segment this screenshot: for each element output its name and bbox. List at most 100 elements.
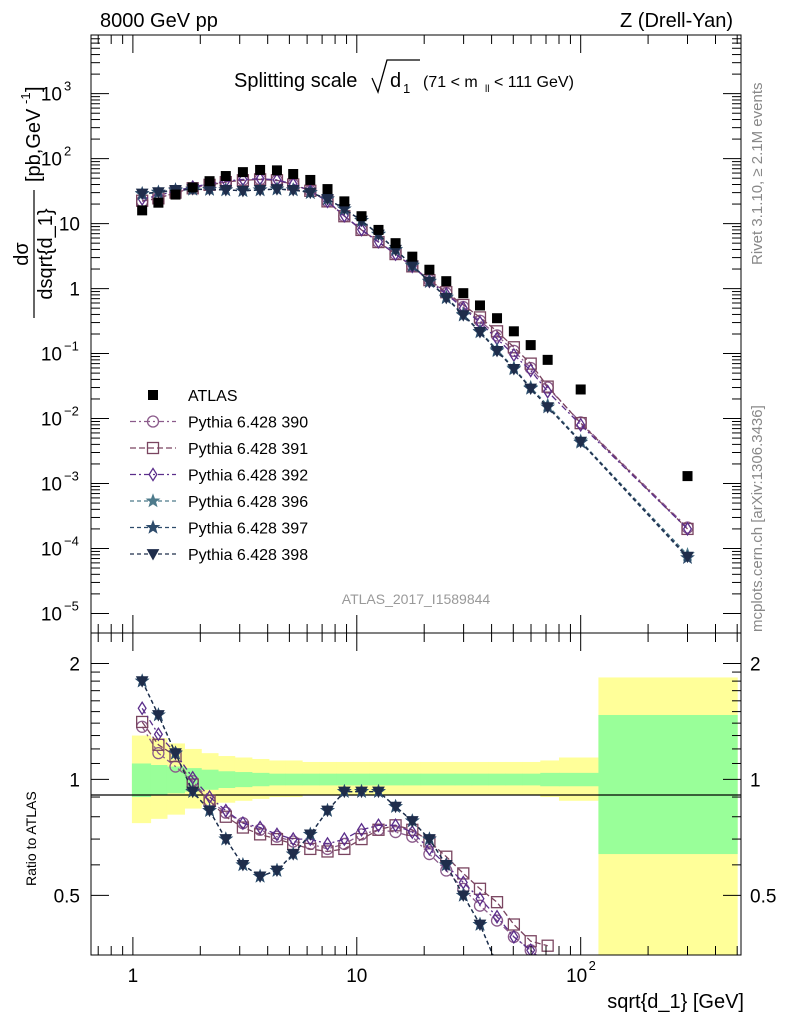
ratio-series-point (322, 836, 333, 852)
ratio-y-tick-label: 2 (69, 654, 80, 675)
ratio-series-point (286, 849, 300, 861)
atlas-data-point (441, 276, 452, 287)
ratio-series-line (141, 680, 494, 955)
ratio-series-point (186, 786, 200, 799)
ratio-series-point (355, 832, 368, 846)
stat-uncertainty-band (201, 769, 219, 790)
x-tick-label: 1 (128, 966, 139, 987)
ratio-series-point (492, 909, 502, 924)
ylabel-den: dsqrt{d_1} (35, 208, 57, 300)
analysis-id: ATLAS_2017_I1589844 (342, 591, 491, 607)
atlas-data-point (237, 167, 248, 178)
atlas-data-point (407, 251, 418, 262)
ratio-series-point (303, 829, 317, 841)
stat-uncertainty-band (268, 773, 286, 786)
ratio-series-point (509, 929, 519, 945)
legend-marker (145, 519, 161, 534)
ratio-series-line (141, 721, 548, 947)
atlas-data-point (542, 354, 553, 365)
plot-title: Splitting scale d 1 (71 < m ll < 111 GeV… (234, 59, 574, 96)
atlas-data-point (204, 176, 215, 187)
ratio-series-layer (134, 673, 554, 955)
ratio-series-point (321, 845, 334, 858)
atlas-data-point (255, 164, 266, 175)
main-y-tick-label: 10 (59, 215, 80, 236)
ratio-y-tick-label-right: 2 (750, 654, 761, 675)
main-series-point (135, 188, 149, 201)
atlas-data-point (508, 326, 519, 337)
main-series-point (526, 363, 536, 378)
main-series-point (490, 345, 504, 358)
stat-uncertainty-band (558, 772, 599, 787)
stat-uncertainty-band (386, 773, 405, 786)
ratio-series-point (153, 726, 164, 742)
ratio-series-point (135, 676, 149, 688)
main-y-tick-label: 10 (41, 604, 62, 625)
ratio-series-point (473, 899, 487, 912)
main-series-point (507, 364, 521, 376)
ratio-series-point (390, 818, 401, 833)
ratio-series-point (270, 865, 284, 878)
ratio-y-tick-label: 1 (69, 770, 80, 791)
main-series-point (682, 521, 693, 537)
main-series-point (253, 185, 267, 197)
main-series-point (439, 292, 453, 305)
atlas-data-point (322, 184, 333, 195)
ratio-series-point (321, 805, 334, 818)
ylabel-unit: [pb,GeV (23, 108, 45, 182)
atlas-data-point (137, 205, 148, 216)
main-series-point (236, 185, 250, 198)
main-y-tick-exponent: −1 (64, 339, 79, 354)
ratio-series-point (236, 859, 250, 872)
ratio-series-point (152, 747, 165, 760)
atlas-data-point (339, 196, 350, 207)
ratio-y-tick-label-right: 0.5 (750, 886, 776, 907)
ratio-series-line (141, 680, 494, 955)
atlas-data-point (373, 224, 384, 235)
main-y-tick-exponent: −2 (64, 404, 79, 419)
stat-uncertainty-band (420, 773, 439, 786)
main-series-point (270, 184, 284, 196)
atlas-data-point (305, 174, 316, 185)
stat-uncertainty-band (437, 773, 456, 786)
ratio-series-point (339, 831, 349, 847)
header-left: 8000 GeV pp (100, 10, 218, 32)
stat-uncertainty-band (166, 766, 185, 794)
atlas-data-point (458, 288, 469, 299)
ratio-series-6 (135, 676, 494, 955)
main-y-tick-exponent: −5 (64, 598, 79, 613)
main-series-point (303, 187, 317, 200)
ratio-series-point (373, 818, 384, 833)
legend-marker (145, 493, 161, 508)
ratio-series-point (439, 859, 453, 872)
ratio-frame (90, 632, 742, 956)
atlas-data-point (170, 189, 181, 200)
ratio-y-axis-label: Ratio to ATLAS (23, 791, 39, 886)
ratio-series-point (253, 828, 267, 841)
main-y-tick-exponent: 3 (64, 79, 71, 94)
x-tick-label: 10 (566, 966, 587, 987)
ratio-series-point (236, 821, 250, 834)
stat-uncertainty-band (471, 773, 490, 786)
ratio-series-point (152, 710, 165, 722)
ylabel-num: dσ (11, 242, 33, 266)
legend-marker (146, 415, 160, 428)
main-series-point (423, 276, 436, 289)
header-right: Z (Drell-Yan) (620, 10, 733, 32)
main-y-tick-label: 10 (41, 150, 62, 171)
main-y-tick-label: 1 (69, 280, 80, 301)
ratio-series-point (255, 820, 265, 835)
main-series-point (356, 222, 367, 237)
atlas-data-point (525, 340, 536, 351)
stat-uncertainty-band (319, 773, 337, 786)
stat-uncertainty-band (251, 772, 270, 787)
stat-uncertainty-band (369, 773, 388, 786)
main-y-tick-label: 10 (41, 85, 62, 106)
ratio-uncertainty-bands (131, 677, 738, 955)
ratio-series-point (473, 919, 487, 932)
legend-label: Pythia 6.428 391 (188, 441, 308, 458)
atlas-data-point (474, 300, 485, 311)
stat-uncertainty-band (522, 773, 541, 786)
